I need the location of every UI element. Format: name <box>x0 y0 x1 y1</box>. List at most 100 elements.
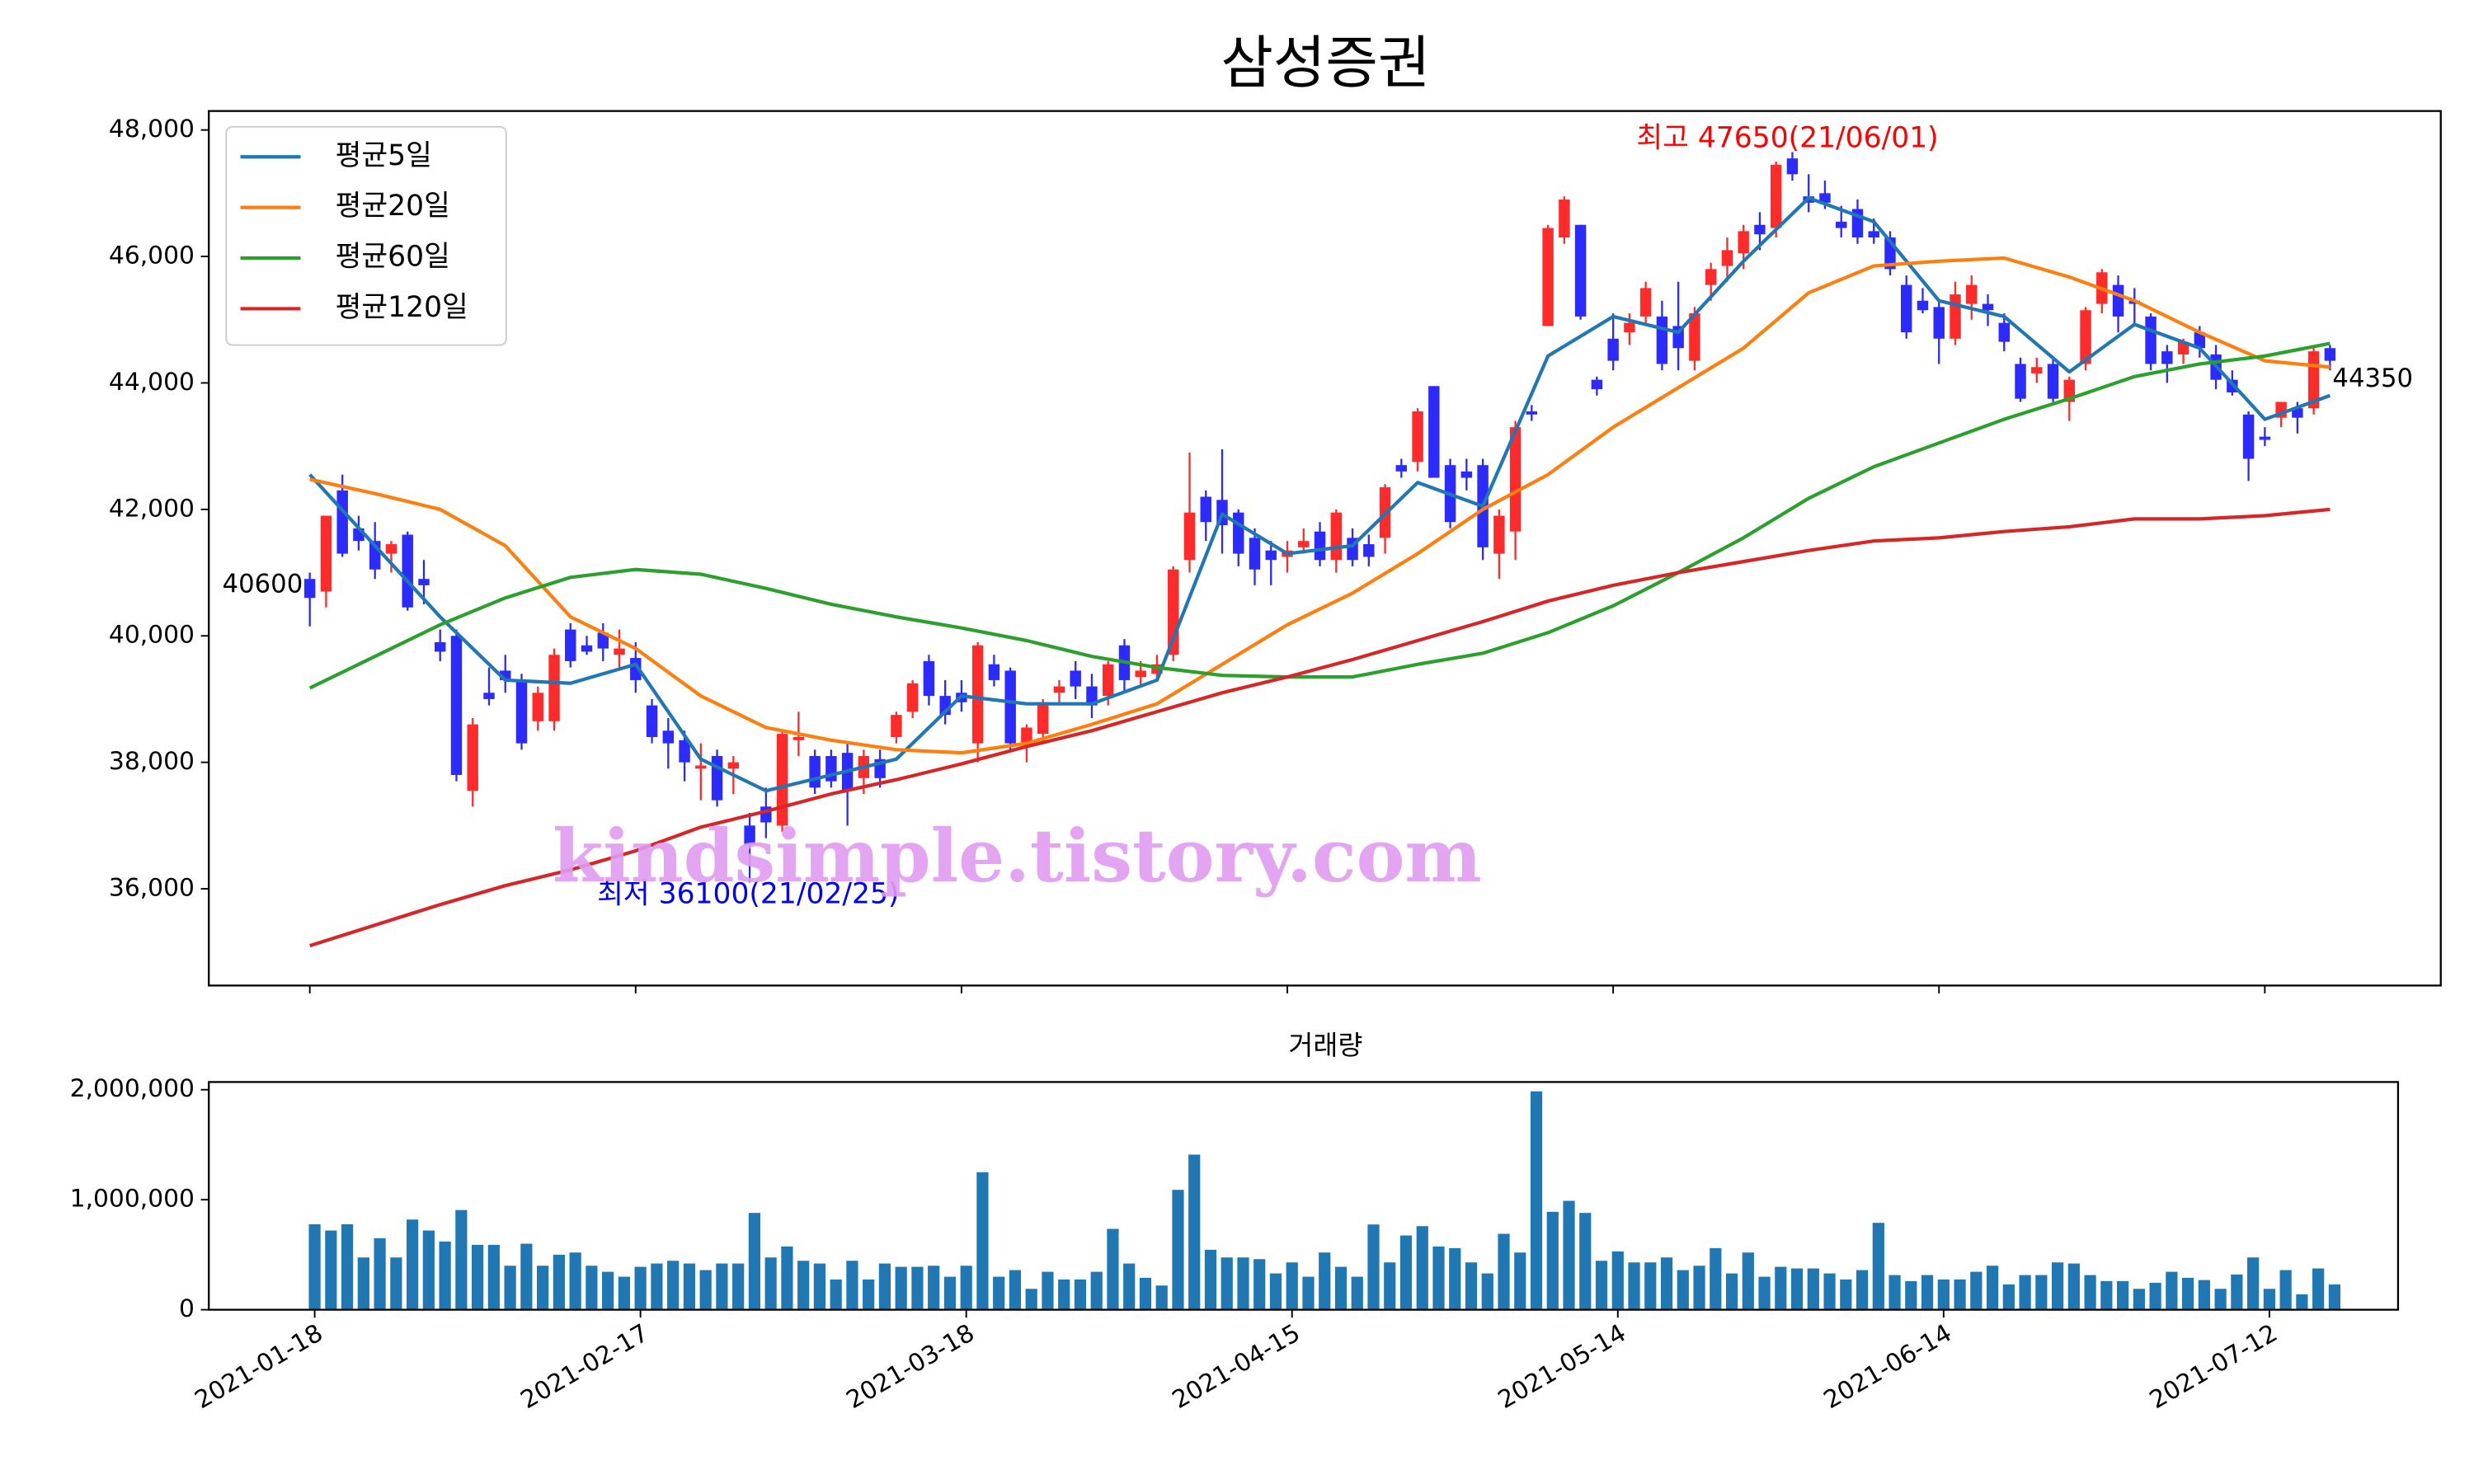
candle-body <box>1249 538 1261 570</box>
axes-frame <box>208 110 2442 987</box>
candle-body <box>1298 541 1310 547</box>
volume-bar <box>846 1261 858 1310</box>
volume-bar <box>2019 1275 2031 1310</box>
candle-body <box>809 755 821 788</box>
volume-bar <box>1693 1266 1705 1310</box>
legend-label: 평균5일 <box>336 139 432 172</box>
volume-bar <box>2296 1294 2308 1310</box>
volume-bar <box>667 1261 680 1310</box>
volume-bar <box>1009 1270 1022 1310</box>
candle-body <box>467 724 478 791</box>
volume-bar <box>863 1279 875 1310</box>
volume-bar <box>764 1257 777 1310</box>
candle-body <box>303 579 316 599</box>
volume-bar <box>1725 1273 1738 1310</box>
volume-bar <box>1367 1224 1380 1310</box>
candle-body <box>2015 364 2026 399</box>
candle-body <box>695 765 707 769</box>
annotation: 최저 36100(21/02/25) <box>597 878 899 911</box>
volume-bar <box>1139 1277 1152 1310</box>
candle-body <box>515 679 528 744</box>
volume-bar <box>2247 1257 2260 1310</box>
volume-bar <box>504 1266 516 1310</box>
candle-body <box>1183 512 1196 561</box>
annotation: 40600 <box>223 571 303 599</box>
candle-body <box>1412 411 1423 463</box>
volume-bar <box>1546 1211 1559 1310</box>
volume-bar <box>2312 1268 2325 1310</box>
candle-body <box>597 632 609 649</box>
candle-body <box>1559 200 1570 238</box>
volume-bar <box>2035 1275 2048 1310</box>
volume-bar <box>1644 1262 1657 1310</box>
volume-bar <box>1286 1262 1298 1310</box>
y-tick-label: 38,000 <box>109 747 195 776</box>
candle-body <box>1542 228 1554 326</box>
chart-title: 거래량 <box>1288 1030 1362 1061</box>
candle-body <box>2112 284 2124 317</box>
volume-bar <box>2198 1280 2210 1310</box>
y-tick-label: 40,000 <box>109 621 195 650</box>
volume-bar <box>1204 1249 1217 1310</box>
volume-bar <box>1025 1289 1037 1310</box>
volume-bar <box>1660 1257 1673 1310</box>
candle-body <box>891 715 902 737</box>
volume-bar <box>683 1263 695 1310</box>
volume-bar <box>1872 1223 1884 1310</box>
candle-body <box>906 683 919 712</box>
candle-body <box>450 636 463 775</box>
volume-bar <box>911 1266 924 1310</box>
volume-bar <box>1677 1270 1689 1310</box>
y-tick-label: 46,000 <box>109 242 195 270</box>
volume-bar <box>1840 1279 1852 1310</box>
volume-bar <box>1384 1262 1396 1310</box>
volume-bar <box>390 1257 402 1310</box>
volume-bar <box>878 1263 891 1310</box>
legend-label: 평균60일 <box>336 241 450 274</box>
volume-bar <box>520 1243 533 1310</box>
volume-bar <box>1432 1246 1445 1310</box>
candle-body <box>776 734 788 826</box>
annotation: 44350 <box>2332 364 2413 393</box>
volume-bar <box>1742 1252 1754 1310</box>
candle-body <box>988 664 1000 680</box>
volume-bar <box>618 1276 630 1310</box>
volume-bar <box>928 1266 940 1310</box>
candle-body <box>1135 670 1146 678</box>
volume-bar <box>1221 1257 1233 1310</box>
volume-bar <box>781 1246 793 1310</box>
candle-body <box>1493 515 1505 554</box>
candle-body <box>727 762 740 769</box>
volume-bar <box>1611 1251 1624 1310</box>
volume-bar <box>1074 1279 1087 1310</box>
candle-body <box>1330 512 1343 561</box>
volume-bar <box>1498 1233 1510 1310</box>
volume-bar <box>1334 1266 1348 1310</box>
volume-bar <box>2149 1282 2161 1310</box>
volume-bar <box>1107 1228 1119 1310</box>
candle-body <box>1705 269 1717 285</box>
candle-body <box>1966 284 1978 304</box>
candle-body <box>1721 250 1733 266</box>
volume-bar <box>2263 1289 2275 1310</box>
legend-label: 평균20일 <box>336 190 450 223</box>
ma-line <box>309 256 2331 755</box>
candle-body <box>1591 379 1603 390</box>
y-tick-label: 48,000 <box>109 115 195 143</box>
candle-body <box>614 648 625 655</box>
volume-bar <box>1563 1200 1575 1310</box>
volume-bar <box>1710 1247 1722 1310</box>
candle-body <box>1460 471 1473 478</box>
volume-bar <box>1775 1266 1787 1310</box>
candle-body <box>1917 300 1929 311</box>
volume-bar <box>325 1230 337 1310</box>
volume-bar <box>830 1279 842 1310</box>
volume-bar <box>2100 1280 2113 1310</box>
candle-body <box>1428 386 1440 478</box>
volume-bar <box>1155 1285 1168 1310</box>
candle-body <box>1037 702 1049 735</box>
volume-bar <box>732 1263 745 1310</box>
volume-bar <box>2002 1284 2015 1310</box>
volume-bar <box>2166 1271 2178 1310</box>
volume-bar <box>976 1172 989 1310</box>
